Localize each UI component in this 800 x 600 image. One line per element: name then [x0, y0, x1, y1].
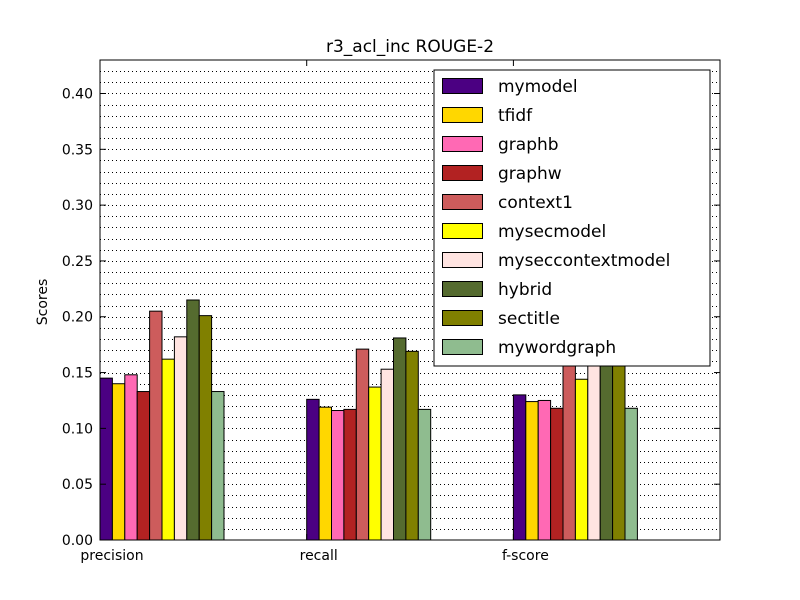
y-tick-label: 0.10 — [62, 421, 93, 437]
y-axis-label: Scores — [35, 279, 51, 326]
plot-frame — [99, 59, 721, 541]
bar-myseccontextmodel-f-score — [587, 358, 601, 541]
y-tick-label: 0.00 — [62, 533, 93, 549]
x-axis-ticks: precision recall f-score — [80, 60, 549, 564]
bar-mysecmodel-f-score — [574, 378, 589, 541]
bar-graphw-recall — [343, 408, 357, 541]
chart-title: r3_acl_inc ROUGE-2 — [326, 37, 494, 57]
y-tick-label: 0.35 — [62, 142, 93, 158]
legend-swatch-myseccontextmodel — [442, 252, 483, 268]
y-tick-label: 0.25 — [62, 254, 93, 270]
y-tick-label: 0.40 — [62, 86, 93, 102]
legend-swatch-mysecmodel — [442, 223, 483, 239]
y-tick-label: 0.15 — [62, 366, 93, 382]
bar-context1-f-score — [562, 338, 576, 541]
bar-graphb-recall — [331, 410, 345, 541]
bar-context1-precision — [149, 310, 163, 541]
y-tick-label: 0.20 — [62, 310, 93, 326]
bar-hybrid-recall — [393, 337, 407, 541]
x-tick-label-f-score: f-score — [502, 548, 549, 564]
bar-sectitle-recall — [405, 350, 419, 541]
bar-mymodel-recall — [306, 398, 320, 541]
legend-label-hybrid: hybrid — [498, 280, 552, 300]
bar-mywordgraph-precision — [211, 391, 225, 541]
bar-context1-recall — [355, 348, 370, 541]
legend-label-sectitle: sectitle — [498, 309, 560, 329]
bar-tfidf-precision — [111, 383, 126, 541]
bar-mysecmodel-recall — [368, 386, 382, 541]
bar-hybrid-precision — [186, 299, 200, 541]
legend-swatch-sectitle — [442, 310, 483, 326]
bar-tfidf-f-score — [525, 401, 539, 541]
bar-graphw-f-score — [550, 407, 564, 541]
legend: mymodel tfidf graphb graphw context1 mysecmod… — [433, 69, 711, 367]
legend-swatch-mymodel — [442, 78, 483, 94]
bar-myseccontextmodel-recall — [380, 368, 395, 541]
y-axis-ticks: 0.00 0.05 0.10 0.15 0.20 0.25 0.30 0.35 0.40 — [62, 86, 720, 549]
legend-label-tfidf: tfidf — [498, 106, 533, 126]
bar-graphw-precision — [136, 391, 151, 541]
bar-graphb-f-score — [537, 399, 552, 541]
legend-swatch-hybrid — [442, 281, 483, 297]
x-tick-label-precision: precision — [80, 548, 143, 564]
x-tick-label-recall: recall — [300, 548, 338, 564]
legend-label-mymodel: mymodel — [498, 77, 578, 97]
legend-label-mysecmodel: mysecmodel — [498, 222, 606, 242]
legend-swatch-mywordgraph — [442, 339, 483, 355]
bar-mywordgraph-recall — [417, 408, 432, 541]
legend-swatch-graphw — [442, 165, 483, 181]
legend-label-myseccontextmodel: myseccontextmodel — [498, 251, 670, 271]
bar-tfidf-recall — [318, 406, 333, 541]
y-tick-label: 0.30 — [62, 198, 93, 214]
bar-sectitle-f-score — [612, 338, 626, 541]
bar-mywordgraph-f-score — [624, 407, 638, 541]
bar-graphb-precision — [124, 374, 138, 541]
bar-mymodel-precision — [99, 377, 113, 541]
legend-label-context1: context1 — [498, 193, 573, 213]
y-tick-label: 0.05 — [62, 477, 93, 493]
legend-swatch-graphb — [442, 136, 483, 152]
bar-sectitle-precision — [198, 315, 213, 541]
bar-myseccontextmodel-precision — [173, 336, 188, 541]
legend-swatch-tfidf — [442, 107, 483, 123]
legend-swatch-context1 — [442, 194, 483, 210]
bar-mysecmodel-precision — [161, 358, 175, 541]
legend-label-mywordgraph: mywordgraph — [498, 338, 616, 358]
bar-mymodel-f-score — [512, 394, 527, 541]
legend-label-graphw: graphw — [498, 164, 562, 184]
legend-label-graphb: graphb — [498, 135, 559, 155]
